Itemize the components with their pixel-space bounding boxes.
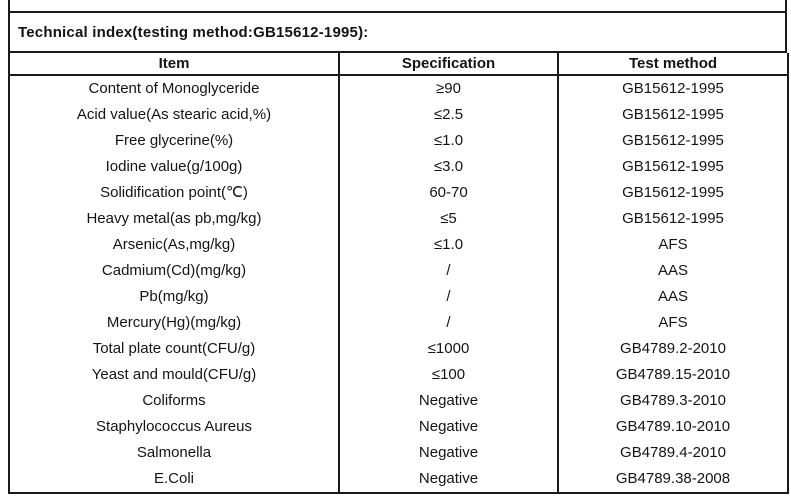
table-row: E.Coli Negative GB4789.38-2008 [9, 466, 788, 493]
method-cell: GB15612-1995 [557, 102, 788, 128]
table-header: Item Specification Test method [9, 53, 788, 76]
item-cell: E.Coli [153, 470, 194, 487]
table-row: Acid value(As stearic acid,%) ≤2.5 GB156… [9, 102, 788, 128]
spec-table: Item Specification Test method Content o… [8, 53, 789, 494]
col-header-test-method: Test method [557, 53, 788, 76]
top-left-border-remnant [8, 0, 10, 11]
spec-cell: ≤1000 [338, 336, 558, 362]
spec-cell: / [338, 284, 558, 310]
spec-cell: Negative [338, 388, 558, 414]
method-cell: AFS [557, 310, 788, 336]
method-cell: GB15612-1995 [557, 154, 788, 180]
table-row: Heavy metal(as pb,mg/kg) ≤5 GB15612-1995 [9, 206, 788, 232]
table-row: Yeast and mould(CFU/g) ≤100 GB4789.15-20… [9, 362, 788, 388]
method-cell: GB15612-1995 [557, 180, 788, 206]
spec-cell: ≤1.0 [338, 232, 558, 258]
table-row: Salmonella Negative GB4789.4-2010 [9, 440, 788, 466]
table-row: Mercury(Hg)(mg/kg) / AFS [9, 310, 788, 336]
spec-cell: Negative [338, 440, 558, 466]
spec-cell: / [338, 258, 558, 284]
method-cell: AAS [557, 258, 788, 284]
technical-index-table: Technical index(testing method:GB15612-1… [8, 11, 789, 494]
item-cell: Salmonella [136, 444, 212, 461]
item-cell: Coliforms [142, 392, 206, 409]
table-row: Content of Monoglyceride ≥90 GB15612-199… [9, 75, 788, 102]
method-cell: GB15612-1995 [557, 128, 788, 154]
table-row: Arsenic(As,mg/kg) ≤1.0 AFS [9, 232, 788, 258]
table-row: Free glycerine(%) ≤1.0 GB15612-1995 [9, 128, 788, 154]
item-cell: Yeast and mould(CFU/g) [91, 366, 257, 383]
method-cell: GB4789.3-2010 [557, 388, 788, 414]
table-row: Iodine value(g/100g) ≤3.0 GB15612-1995 [9, 154, 788, 180]
item-cell: Arsenic(As,mg/kg) [112, 236, 236, 253]
header-row: Item Specification Test method [9, 53, 788, 76]
spec-cell: Negative [338, 466, 558, 493]
col-header-item: Item [9, 53, 339, 76]
table-body: Content of Monoglyceride ≥90 GB15612-199… [9, 75, 788, 493]
table-title: Technical index(testing method:GB15612-1… [8, 11, 787, 53]
method-cell: GB4789.2-2010 [557, 336, 788, 362]
method-cell: GB4789.4-2010 [557, 440, 788, 466]
method-cell: GB4789.15-2010 [557, 362, 788, 388]
spec-cell: ≤3.0 [338, 154, 558, 180]
item-cell: Solidification point(℃) [100, 184, 248, 201]
method-cell: GB15612-1995 [557, 206, 788, 232]
table-row: Coliforms Negative GB4789.3-2010 [9, 388, 788, 414]
method-cell: GB15612-1995 [557, 75, 788, 102]
spec-cell: Negative [338, 414, 558, 440]
item-cell: Pb(mg/kg) [139, 288, 209, 305]
method-cell: AAS [557, 284, 788, 310]
item-cell: Heavy metal(as pb,mg/kg) [86, 210, 262, 227]
table-row: Solidification point(℃) 60-70 GB15612-19… [9, 180, 788, 206]
item-cell: Acid value(As stearic acid,%) [76, 106, 272, 123]
spec-cell: ≤5 [338, 206, 558, 232]
table-row: Staphylococcus Aureus Negative GB4789.10… [9, 414, 788, 440]
top-right-border-remnant [785, 0, 787, 11]
item-cell: Cadmium(Cd)(mg/kg) [101, 262, 247, 279]
method-cell: GB4789.38-2008 [557, 466, 788, 493]
spec-cell: ≤1.0 [338, 128, 558, 154]
method-cell: AFS [557, 232, 788, 258]
spec-cell: 60-70 [338, 180, 558, 206]
spec-cell: / [338, 310, 558, 336]
item-cell: Content of Monoglyceride [88, 80, 260, 97]
table-row: Total plate count(CFU/g) ≤1000 GB4789.2-… [9, 336, 788, 362]
item-cell: Staphylococcus Aureus [96, 418, 252, 435]
item-cell: Total plate count(CFU/g) [92, 340, 256, 357]
item-cell: Free glycerine(%) [114, 132, 234, 149]
item-cell: Iodine value(g/100g) [105, 158, 243, 175]
table-row: Pb(mg/kg) / AAS [9, 284, 788, 310]
col-header-specification: Specification [338, 53, 558, 76]
spec-cell: ≤100 [338, 362, 558, 388]
method-cell: GB4789.10-2010 [557, 414, 788, 440]
table-row: Cadmium(Cd)(mg/kg) / AAS [9, 258, 788, 284]
item-cell: Mercury(Hg)(mg/kg) [106, 314, 242, 331]
spec-cell: ≤2.5 [338, 102, 558, 128]
spec-cell: ≥90 [338, 75, 558, 102]
